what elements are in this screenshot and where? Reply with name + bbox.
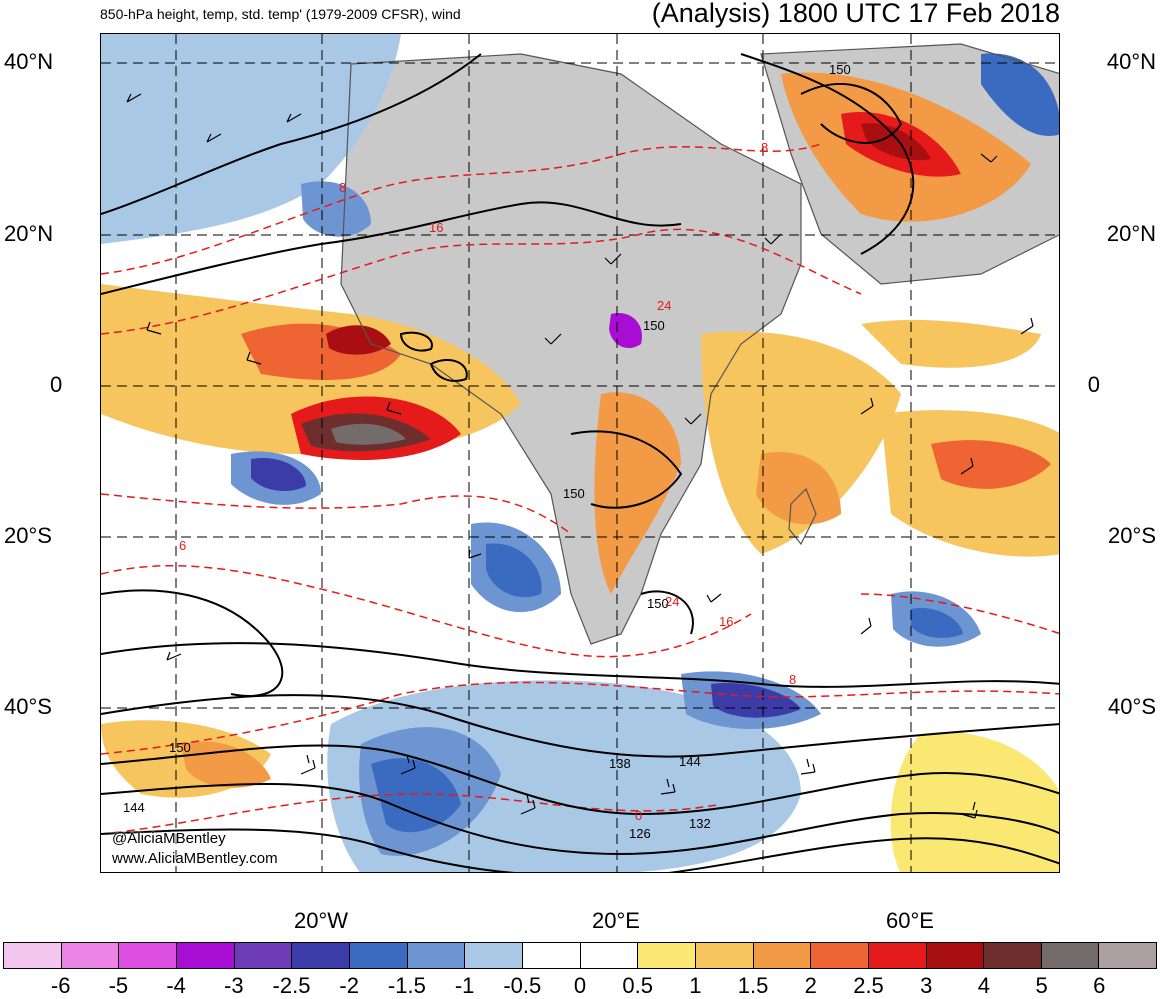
colorbar-swatch xyxy=(119,943,177,968)
height-label: 150 xyxy=(563,486,585,501)
colorbar-tick-label: 4 xyxy=(977,973,991,998)
lat-label-right-0: 0 xyxy=(1087,372,1100,397)
colorbar-tick-label: 6 xyxy=(1093,973,1106,998)
wind-barbs xyxy=(126,93,1034,819)
lon-label-20e: 20°E xyxy=(592,908,640,933)
temp-label: 0 xyxy=(635,808,642,823)
colorbar-swatch xyxy=(1099,943,1157,968)
coastlines xyxy=(340,43,1059,645)
colorbar-swatch xyxy=(695,943,754,968)
colorbar-swatch xyxy=(1041,943,1100,968)
colorbar-tick-label: 5 xyxy=(1035,973,1048,998)
colorbar-tick-label: -0.5 xyxy=(503,973,542,998)
weather-map: 150 150 150 150 150 138 144 132 126 144 … xyxy=(100,33,1060,873)
colorbar-swatch xyxy=(522,943,581,968)
temperature-contours xyxy=(101,143,1059,835)
height-label: 150 xyxy=(647,596,669,611)
colorbar-tick-label: 3 xyxy=(920,973,933,998)
colorbar-swatch xyxy=(292,943,350,968)
temp-label: 8 xyxy=(339,180,346,195)
temp-label: 6 xyxy=(179,538,186,553)
lat-label-left-40n: 40°N xyxy=(4,49,54,74)
lat-label-right-20n: 20°N xyxy=(1106,221,1156,246)
colorbar-swatch xyxy=(638,943,696,968)
colorbar-swatch xyxy=(465,943,523,968)
author-handle: @AliciaMBentley xyxy=(112,830,226,847)
colorbar-tick-label: -4 xyxy=(166,973,186,998)
colorbar-tick-label: -1 xyxy=(454,973,475,998)
colorbar-swatch xyxy=(868,943,927,968)
lon-label-20w: 20°W xyxy=(293,908,349,933)
colorbar xyxy=(3,942,1157,969)
lat-label-left-40s: 40°S xyxy=(4,694,52,719)
colorbar-tick-label: 1.5 xyxy=(737,973,769,998)
height-label: 144 xyxy=(679,754,701,769)
colorbar-swatch xyxy=(234,943,293,968)
lat-label-right-40n: 40°N xyxy=(1106,49,1156,74)
height-label: 138 xyxy=(609,756,631,771)
colorbar-tick-label: 1 xyxy=(689,973,702,998)
africa-landmass xyxy=(341,54,801,644)
temp-label: 24 xyxy=(665,594,679,609)
map-canvas: 150 150 150 150 150 138 144 132 126 144 … xyxy=(101,34,1059,872)
height-contours xyxy=(101,53,1059,872)
lat-label-left-20s: 20°S xyxy=(4,523,52,548)
colorbar-swatch xyxy=(926,943,985,968)
colorbar-swatch xyxy=(753,943,812,968)
colorbar-tick-label: 0 xyxy=(573,973,587,998)
colorbar-tick-label: -5 xyxy=(108,973,129,998)
colorbar-swatch xyxy=(811,943,869,968)
colorbar-tick-label: 0.5 xyxy=(622,973,653,998)
lon-label-60e: 60°E xyxy=(886,908,934,933)
colorbar-swatch xyxy=(4,943,62,968)
contour-labels: 150 150 150 150 150 138 144 132 126 144 … xyxy=(123,62,851,841)
author-website: www.AliciaMBentley.com xyxy=(112,850,278,867)
colorbar-tick-label: -2 xyxy=(339,973,359,998)
colorbar-swatch xyxy=(984,943,1042,968)
colorbar-tick-label: -3 xyxy=(224,973,244,998)
colorbar-swatch xyxy=(407,943,466,968)
colorbar-swatch xyxy=(61,943,120,968)
height-label: 150 xyxy=(643,318,665,333)
height-label: 150 xyxy=(169,740,191,755)
temp-label: 16 xyxy=(429,220,443,235)
temp-label: 8 xyxy=(761,140,768,155)
lat-label-left-20n: 20°N xyxy=(4,221,54,246)
temp-label: 8 xyxy=(789,672,796,687)
lat-label-right-40s: 40°S xyxy=(1108,694,1156,719)
temp-label: 16 xyxy=(719,614,733,629)
lat-label-right-20s: 20°S xyxy=(1108,523,1156,548)
colorbar-tick-label: 2 xyxy=(804,973,817,998)
height-label: 126 xyxy=(629,826,651,841)
height-label: 144 xyxy=(123,800,145,815)
warm-anomaly-east-africa xyxy=(701,331,901,554)
map-title: (Analysis) 1800 UTC 17 Feb 2018 xyxy=(651,0,1060,28)
colorbar-swatch xyxy=(349,943,408,968)
colorbar-tick-label: -6 xyxy=(50,973,71,998)
colorbar-swatch xyxy=(176,943,235,968)
graticule xyxy=(101,34,1059,872)
map-subtitle: 850-hPa height, temp, std. temp' (1979-2… xyxy=(100,6,461,22)
temp-label: 24 xyxy=(657,298,671,313)
colorbar-tick-label: -2.5 xyxy=(272,973,311,998)
colorbar-swatch xyxy=(580,943,639,968)
lat-label-left-0: 0 xyxy=(50,372,63,397)
height-label: 150 xyxy=(829,62,851,77)
colorbar-tick-label: 2.5 xyxy=(853,973,884,998)
height-label: 132 xyxy=(689,816,711,831)
anomaly-shading xyxy=(101,34,1059,872)
colorbar-tick-label: -1.5 xyxy=(387,973,426,998)
